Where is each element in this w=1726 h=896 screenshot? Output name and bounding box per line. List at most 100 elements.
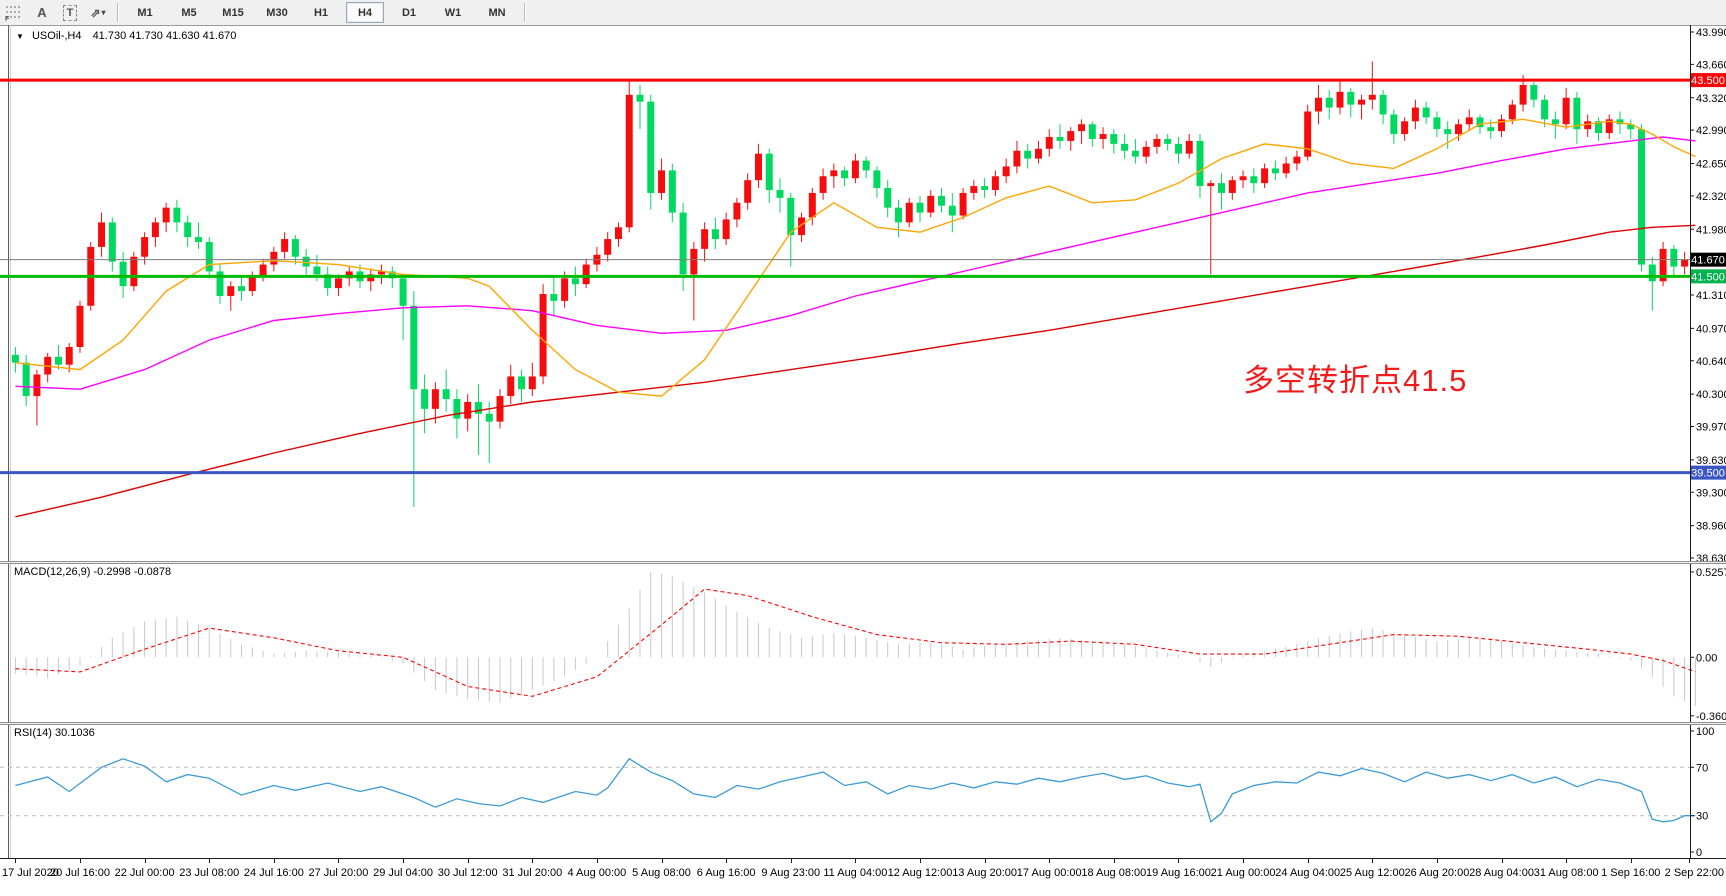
candles [11, 61, 1689, 507]
date-tick [726, 859, 728, 863]
timeframe-bar: M1 M5 M15 M30 H1 H4 D1 W1 MN [123, 0, 519, 25]
date-tick [15, 859, 17, 863]
date-label: 4 Aug 00:00 [567, 867, 627, 879]
chart-left-border [8, 25, 9, 896]
price-chart-pane[interactable]: 43.990 43.660 43.320 42.990 42.650 42.320 41.9… [0, 25, 1726, 561]
date-tick [532, 859, 534, 863]
date-axis[interactable]: 17 Jul 2020 20 Jul 16:00 22 Jul 00:00 23 Ju… [0, 858, 1726, 896]
axis-tick-label: 40.970 [1696, 323, 1726, 335]
date-label: 31 Jul 20:00 [502, 867, 563, 879]
date-label: 19 Aug 16:00 [1146, 867, 1211, 879]
price-badge [1691, 269, 1726, 284]
timeframe-m1-button[interactable]: M1 [137, 6, 153, 19]
axis-tick-label: 39.630 [1696, 455, 1726, 467]
timeframe-m5-button[interactable]: M5 [181, 6, 197, 19]
price-badge-label: 43.500 [1691, 75, 1725, 87]
date-label: 24 Jul 16:00 [243, 867, 304, 879]
date-tick [855, 859, 857, 863]
date-label: 27 Jul 20:00 [308, 867, 369, 879]
axis-tick-label: 40.300 [1696, 389, 1726, 401]
axis-tick-label: 0.00 [1696, 652, 1717, 664]
date-label: 30 Jul 12:00 [437, 867, 498, 879]
toolbar-separator [524, 3, 525, 22]
date-label: 13 Aug 20:00 [952, 867, 1018, 879]
date-tick [661, 859, 663, 863]
date-tick [209, 859, 211, 863]
price-badge [1691, 465, 1726, 480]
price-badge-label: 41.500 [1691, 271, 1725, 283]
date-tick [1566, 859, 1568, 863]
price-badge-label: 39.500 [1691, 468, 1725, 480]
axis-tick-label: -0.3603 [1696, 711, 1726, 722]
timeframe-mn-button[interactable]: MN [488, 6, 506, 19]
date-label: 18 Aug 08:00 [1081, 867, 1147, 879]
date-tick [467, 859, 469, 863]
date-tick [403, 859, 405, 863]
date-label: 31 Aug 08:00 [1533, 867, 1599, 879]
axis-tick-label: 43.320 [1696, 93, 1726, 105]
axis-tick-label: 40.640 [1696, 356, 1726, 368]
toolbar-separator [117, 3, 118, 22]
macd-signal-line [15, 588, 1696, 697]
ma-slow-line [15, 224, 1696, 518]
axis-tick-label: 0 [1696, 847, 1702, 858]
date-tick [338, 859, 340, 863]
date-tick [1689, 859, 1690, 863]
date-label: 17 Aug 00:00 [1016, 867, 1082, 879]
pane-divider[interactable] [0, 561, 1726, 564]
date-label: 23 Jul 08:00 [179, 867, 240, 879]
date-tick [1178, 859, 1180, 863]
macd-label: MACD(12,26,9) -0.2998 -0.0878 [14, 566, 172, 578]
date-tick [1049, 859, 1051, 863]
arrows-tool-icon[interactable]: ⇗ ▾ [90, 5, 106, 20]
pane-divider[interactable] [0, 722, 1726, 725]
axis-tick-label: 42.990 [1696, 125, 1726, 137]
axis-tick-label: 39.300 [1696, 487, 1726, 499]
date-tick [920, 859, 921, 863]
price-badge [1691, 252, 1726, 267]
chart-title: ▼ USOil-,H4 41.730 41.730 41.630 41.670 [16, 30, 236, 42]
drawing-tools-group: F A T ⇗ ▾ [0, 0, 112, 25]
date-label: 5 Aug 08:00 [632, 867, 691, 879]
svg-text:F: F [5, 16, 10, 21]
date-tick [1372, 859, 1374, 863]
date-tick [1243, 859, 1245, 863]
date-tick [80, 859, 81, 863]
axis-tick-label: 43.990 [1696, 27, 1726, 39]
price-badge-label: 41.670 [1691, 255, 1725, 267]
timeframe-h4-button[interactable]: H4 [346, 2, 384, 23]
chart-dropdown-icon[interactable]: ▼ [16, 32, 24, 41]
date-label: 29 Jul 04:00 [373, 867, 434, 879]
date-tick [790, 859, 792, 863]
fibonacci-retracement-tool-icon[interactable]: F [1, 2, 27, 23]
text-tool-icon[interactable]: A [37, 5, 47, 20]
macd-histogram [14, 571, 1696, 706]
date-label: 25 Aug 12:00 [1339, 867, 1405, 879]
text-label-tool-icon[interactable]: T [57, 2, 83, 23]
date-label: 22 Jul 00:00 [114, 867, 175, 879]
date-label: 2 Sep 22:00 [1664, 867, 1724, 879]
timeframe-d1-button[interactable]: D1 [401, 6, 417, 19]
axis-tick-label: 39.970 [1696, 422, 1726, 434]
date-label: 9 Aug 23:00 [761, 867, 821, 879]
date-tick [1436, 859, 1438, 863]
date-label: 6 Aug 16:00 [696, 867, 756, 879]
macd-pane[interactable]: 0.5257 0.00 -0.3603 [0, 564, 1726, 722]
timeframe-h1-button[interactable]: H1 [313, 6, 329, 19]
date-tick [596, 859, 598, 863]
symbol-period-label: USOil-,H4 [31, 30, 82, 42]
rsi-value: 30.1036 [54, 727, 95, 739]
axis-tick-label: 30 [1696, 811, 1708, 823]
timeframe-m15-button[interactable]: M15 [222, 6, 244, 19]
timeframe-w1-button[interactable]: W1 [444, 6, 462, 19]
date-tick [1113, 859, 1115, 863]
rsi-pane[interactable]: 100 70 30 0 [0, 725, 1726, 858]
annotation-text: 多空转折点41.5 [1243, 363, 1468, 398]
axis-tick-label: 100 [1696, 726, 1714, 738]
axis-tick-label: 0.5257 [1696, 567, 1726, 579]
axis-tick-label: 70 [1696, 762, 1708, 774]
date-label: 20 Jul 16:00 [50, 867, 110, 879]
axis-tick-label: 41.980 [1696, 224, 1726, 236]
date-tick [1307, 859, 1309, 863]
timeframe-m30-button[interactable]: M30 [266, 6, 288, 19]
